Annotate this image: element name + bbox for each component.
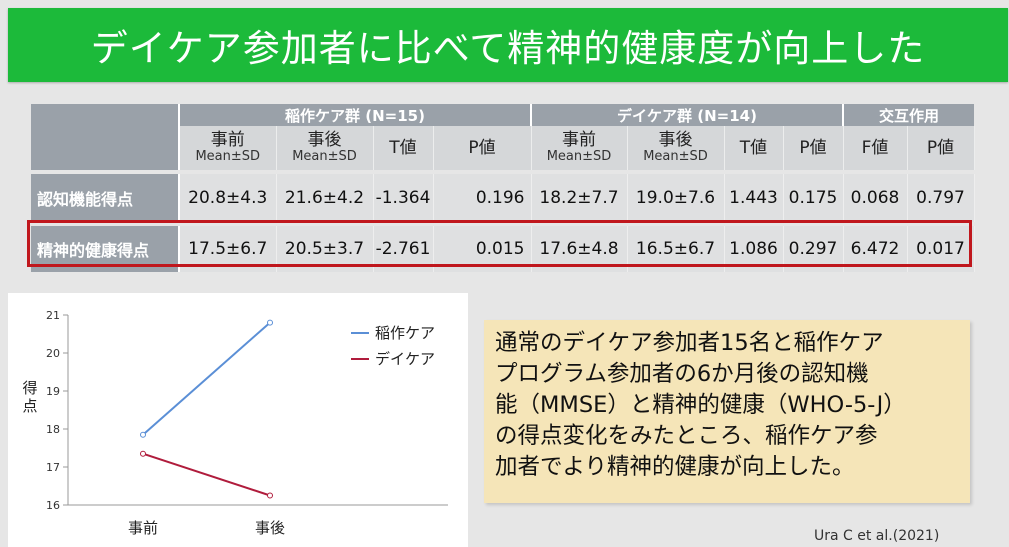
slide-title: デイケア参加者に比べて精神的健康度が向上した [8, 8, 1008, 82]
group-header-daycare: デイケア群 (N=14) [531, 104, 844, 126]
table-cell: 1.086 [724, 226, 784, 272]
group-header-interaction: 交互作用 [843, 104, 975, 126]
table-cell: -2.761 [373, 226, 434, 272]
table-row: 精神的健康得点 17.5±6.7 20.5±3.7 -2.761 0.015 1… [31, 226, 975, 272]
line-chart: 16 17 18 19 20 21 事前 事後 得点 稲作ケアデイケア [8, 293, 468, 547]
column-header: P値 [783, 126, 844, 170]
y-tick-label: 20 [46, 347, 60, 360]
table-cell: -1.364 [373, 174, 434, 222]
table-cell: 20.8±4.3 [179, 174, 277, 222]
y-axis-label: 点 [22, 397, 37, 415]
data-point [267, 319, 273, 326]
table-cell: 17.6±4.8 [531, 226, 628, 272]
table-cell: 0.297 [783, 226, 844, 272]
column-header: F値 [843, 126, 908, 170]
table-cell: 6.472 [843, 226, 908, 272]
column-header: T値 [724, 126, 784, 170]
series-line [142, 452, 271, 497]
x-tick-label: 事前 [128, 519, 158, 537]
table-cell: 1.443 [724, 174, 784, 222]
x-tick-label: 事後 [255, 519, 285, 537]
column-header: P値 [907, 126, 975, 170]
summary-line: の得点変化をみたところ、稲作ケア参 [495, 423, 878, 449]
table-cell: 0.797 [907, 174, 975, 222]
legend-label: 稲作ケア [375, 324, 435, 342]
table-cell: 20.5±3.7 [276, 226, 374, 272]
data-point [140, 450, 146, 457]
group-header-inasaku: 稲作ケア群 (N=15) [179, 104, 532, 126]
table-row: 認知機能得点 20.8±4.3 21.6±4.2 -1.364 0.196 18… [31, 174, 975, 222]
stats-table: 稲作ケア群 (N=15) デイケア群 (N=14) 交互作用 事前 Mean±SD… [31, 104, 975, 272]
column-header: T値 [373, 126, 434, 170]
summary-line: 能（MMSE）と精神的健康（WHO-5-J） [495, 392, 906, 418]
table-cell: 18.2±7.7 [531, 174, 628, 222]
y-tick-label: 18 [46, 423, 60, 436]
column-header: 事前 Mean±SD [179, 126, 277, 170]
table-cell: 19.0±7.6 [627, 174, 725, 222]
table-cell: 16.5±6.7 [627, 226, 725, 272]
y-tick-label: 19 [46, 385, 60, 398]
column-header: 事後 Mean±SD [627, 126, 725, 170]
legend-label: デイケア [375, 350, 435, 368]
column-header: 事後 Mean±SD [276, 126, 374, 170]
summary-line: プログラム参加者の6か月後の認知機 [495, 361, 869, 387]
column-header: P値 [433, 126, 532, 170]
table-corner [31, 104, 180, 170]
table-cell: 0.175 [783, 174, 844, 222]
citation: Ura C et al.(2021) [814, 528, 940, 544]
table-cell: 0.068 [843, 174, 908, 222]
summary-line: 加者でより精神的健康が向上した。 [495, 454, 855, 480]
series-line [142, 321, 271, 436]
summary-line: 通常のデイケア参加者15名と稲作ケア [495, 330, 884, 356]
y-tick-label: 17 [46, 461, 60, 474]
row-label: 認知機能得点 [31, 174, 180, 222]
table-cell: 0.017 [907, 226, 975, 272]
y-axis-label: 得 [22, 379, 37, 397]
table-cell: 0.015 [433, 226, 532, 272]
summary-box: 通常のデイケア参加者15名と稲作ケア プログラム参加者の6か月後の認知機 能（M… [484, 320, 970, 503]
y-tick-label: 21 [46, 309, 60, 322]
data-point [267, 492, 273, 499]
table-cell: 17.5±6.7 [179, 226, 277, 272]
data-point [140, 431, 146, 438]
y-tick-label: 16 [46, 499, 60, 512]
row-label: 精神的健康得点 [31, 226, 180, 272]
table-cell: 0.196 [433, 174, 532, 222]
table-cell: 21.6±4.2 [276, 174, 374, 222]
column-header: 事前 Mean±SD [531, 126, 628, 170]
